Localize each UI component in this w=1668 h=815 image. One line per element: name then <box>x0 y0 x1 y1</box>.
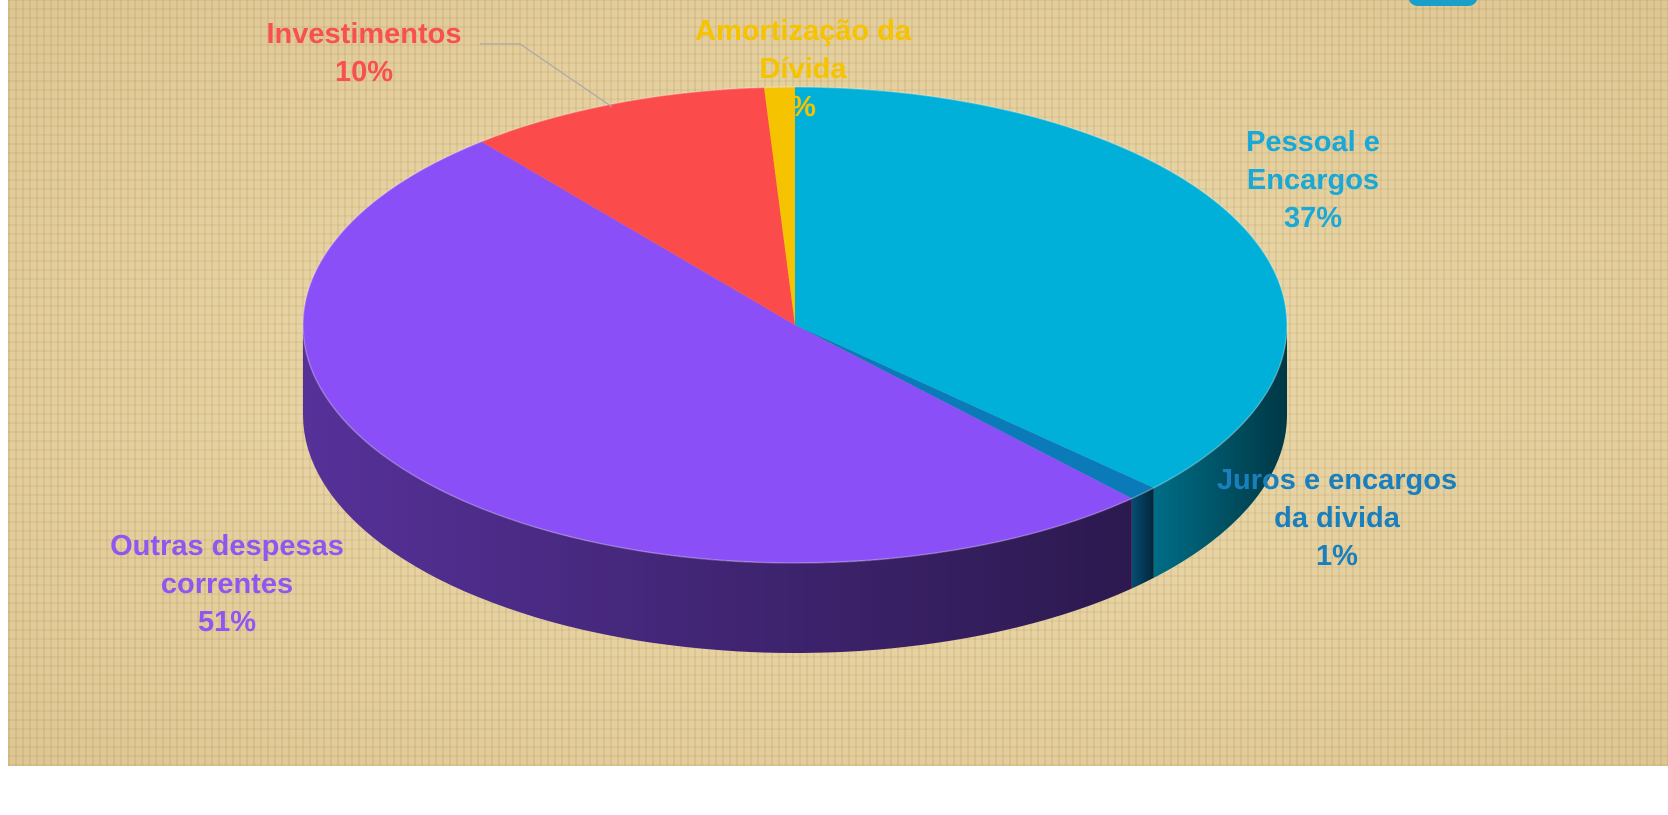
pie-rim <box>302 86 1288 564</box>
pie-labels: Pessoal e Encargos 37% Juros e encargos da d… <box>110 15 1457 638</box>
slice-label-4-line-1: Dívida <box>759 53 847 85</box>
pie-slice-3 <box>481 87 795 325</box>
pie-slice-0 <box>795 87 1287 488</box>
pie-tops <box>302 86 1288 564</box>
pie-sides <box>303 325 1287 653</box>
slice-label-3-line-0: Investimentos <box>267 18 462 50</box>
pie-side-1 <box>1131 487 1154 589</box>
slice-percent-3: 10% <box>335 56 393 88</box>
slice-percent-1: 1% <box>1316 540 1358 572</box>
slice-label-1-line-1: da divida <box>1274 502 1401 534</box>
slice-percent-2: 51% <box>198 606 256 638</box>
pie-slice-2 <box>303 141 1132 563</box>
slice-label-0-line-0: Pessoal e <box>1246 126 1380 158</box>
corner-decoration <box>1408 0 1478 6</box>
pie-slice-1 <box>795 325 1154 499</box>
slice-percent-4: % <box>790 91 816 123</box>
pie-side-2 <box>303 325 1132 653</box>
slice-label-2-line-1: correntes <box>161 568 293 600</box>
slice-label-0-line-1: Encargos <box>1247 164 1379 196</box>
pie-side-0 <box>1153 325 1287 578</box>
slice-percent-0: 37% <box>1284 202 1342 234</box>
slice-label-2-line-0: Outras despesas <box>110 530 344 562</box>
pie-slice-4 <box>764 87 795 325</box>
leader-line-investimentos <box>480 43 613 108</box>
slice-label-4-line-0: Amortização da <box>695 15 912 47</box>
slice-label-1-line-0: Juros e encargos <box>1217 464 1457 496</box>
